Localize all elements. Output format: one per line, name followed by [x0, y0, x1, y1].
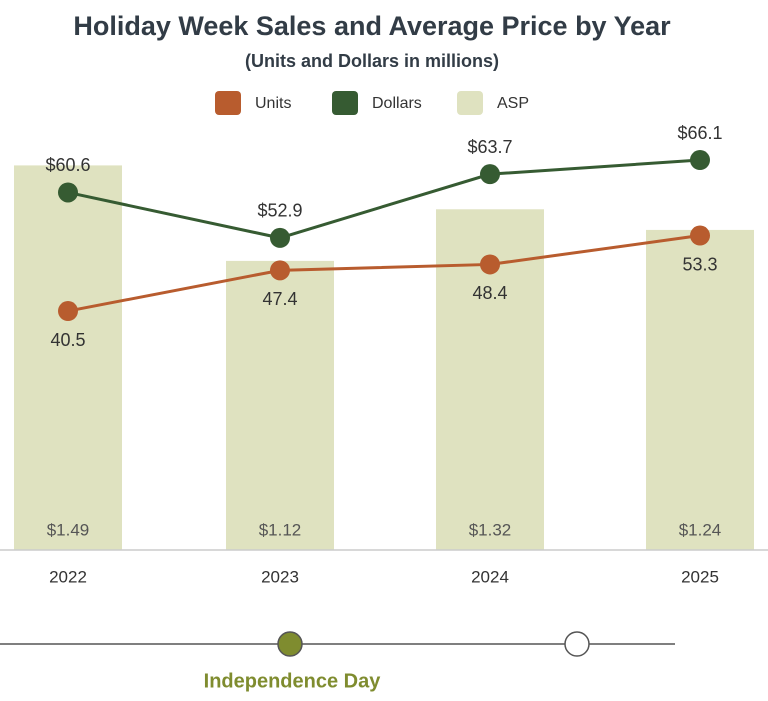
- legend-marker: [215, 91, 241, 115]
- point: [690, 225, 710, 246]
- point: [58, 182, 78, 203]
- point-value-label: $60.6: [45, 155, 90, 175]
- x-tick-label: 2024: [471, 567, 509, 586]
- point: [480, 164, 500, 185]
- point-value-label: 47.4: [262, 289, 297, 309]
- legend-marker: [457, 91, 483, 115]
- timeline-stop[interactable]: [564, 631, 590, 657]
- timeline-label: Independence Day: [204, 670, 382, 692]
- legend-label: Dollars: [372, 95, 422, 112]
- point-value-label: $63.7: [467, 137, 512, 157]
- chart-subtitle: (Units and Dollars in millions): [245, 51, 499, 71]
- x-tick-label: 2025: [681, 567, 719, 586]
- line: [67, 158, 701, 240]
- legend-label: ASP: [497, 95, 529, 112]
- timeline-stop-active[interactable]: [277, 631, 303, 657]
- legend-label: Units: [255, 95, 291, 112]
- plot-area: 2022 2023 2024 2025 $1.49 $1.12 $1.32 $1.24 40.5…: [14, 123, 754, 586]
- point-value-label: $52.9: [257, 201, 302, 221]
- x-tick-label: 2022: [49, 567, 87, 586]
- point-value-label: 53.3: [682, 254, 717, 274]
- point: [58, 301, 78, 322]
- bar: [226, 260, 334, 550]
- point: [480, 254, 500, 275]
- point-value-label: 48.4: [472, 283, 507, 303]
- point-value-label: 40.5: [50, 330, 85, 350]
- chart-title: Holiday Week Sales and Average Price by …: [73, 11, 671, 41]
- bar-value-label: $1.24: [679, 520, 722, 539]
- point: [270, 227, 290, 248]
- bar-value-label: $1.49: [47, 520, 90, 539]
- point: [690, 150, 710, 171]
- bar: [14, 165, 122, 551]
- x-tick-label: 2023: [261, 567, 299, 586]
- bar-value-label: $1.32: [469, 520, 512, 539]
- line: [67, 234, 701, 313]
- bar-value-label: $1.12: [259, 520, 302, 539]
- bar: [646, 229, 754, 551]
- legend-marker: [332, 91, 358, 115]
- point-value-label: $66.1: [677, 123, 722, 143]
- point: [270, 260, 290, 281]
